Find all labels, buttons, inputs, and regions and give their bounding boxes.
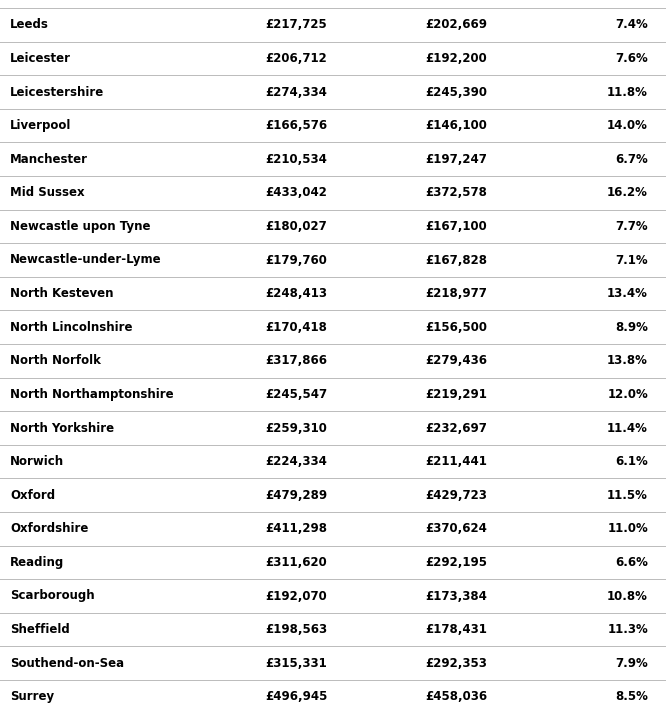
Text: £411,298: £411,298	[265, 523, 327, 535]
Text: £173,384: £173,384	[425, 590, 487, 602]
Text: £180,027: £180,027	[265, 220, 327, 233]
Text: £433,042: £433,042	[265, 187, 327, 199]
Text: 7.7%: 7.7%	[615, 220, 648, 233]
Text: £146,100: £146,100	[425, 119, 487, 132]
Text: £217,725: £217,725	[265, 19, 327, 31]
Text: £167,100: £167,100	[425, 220, 487, 233]
Text: £279,436: £279,436	[425, 355, 487, 367]
Text: £496,945: £496,945	[265, 691, 328, 703]
Text: Mid Sussex: Mid Sussex	[10, 187, 85, 199]
Text: 14.0%: 14.0%	[607, 119, 648, 132]
Text: Oxford: Oxford	[10, 488, 55, 502]
Text: 11.3%: 11.3%	[607, 623, 648, 636]
Text: 6.6%: 6.6%	[615, 556, 648, 569]
Text: North Yorkshire: North Yorkshire	[10, 422, 114, 434]
Text: Southend-on-Sea: Southend-on-Sea	[10, 656, 124, 670]
Text: 11.4%: 11.4%	[607, 422, 648, 434]
Text: 11.0%: 11.0%	[607, 523, 648, 535]
Text: 7.1%: 7.1%	[615, 253, 648, 266]
Text: Manchester: Manchester	[10, 152, 88, 166]
Text: 6.7%: 6.7%	[615, 152, 648, 166]
Text: £292,353: £292,353	[425, 656, 487, 670]
Text: 7.4%: 7.4%	[615, 19, 648, 31]
Text: £179,760: £179,760	[265, 253, 327, 266]
Text: £197,247: £197,247	[425, 152, 487, 166]
Text: Surrey: Surrey	[10, 691, 54, 703]
Text: £372,578: £372,578	[425, 187, 487, 199]
Text: North Norfolk: North Norfolk	[10, 355, 101, 367]
Text: £156,500: £156,500	[425, 320, 487, 334]
Text: 11.5%: 11.5%	[607, 488, 648, 502]
Text: 13.8%: 13.8%	[607, 355, 648, 367]
Text: £245,390: £245,390	[425, 85, 487, 98]
Text: £210,534: £210,534	[265, 152, 327, 166]
Text: £192,070: £192,070	[265, 590, 327, 602]
Text: North Northamptonshire: North Northamptonshire	[10, 388, 174, 401]
Text: £192,200: £192,200	[425, 52, 487, 65]
Text: 12.0%: 12.0%	[607, 388, 648, 401]
Text: 8.9%: 8.9%	[615, 320, 648, 334]
Text: £218,977: £218,977	[425, 287, 487, 300]
Text: 16.2%: 16.2%	[607, 187, 648, 199]
Text: £292,195: £292,195	[425, 556, 487, 569]
Text: Oxfordshire: Oxfordshire	[10, 523, 89, 535]
Text: Reading: Reading	[10, 556, 64, 569]
Text: £211,441: £211,441	[425, 455, 487, 468]
Text: £170,418: £170,418	[265, 320, 327, 334]
Text: £245,547: £245,547	[265, 388, 327, 401]
Text: £259,310: £259,310	[265, 422, 327, 434]
Text: £224,334: £224,334	[265, 455, 327, 468]
Text: Leeds: Leeds	[10, 19, 49, 31]
Text: 13.4%: 13.4%	[607, 287, 648, 300]
Text: £167,828: £167,828	[425, 253, 487, 266]
Text: Leicester: Leicester	[10, 52, 71, 65]
Text: 6.1%: 6.1%	[615, 455, 648, 468]
Text: Sheffield: Sheffield	[10, 623, 70, 636]
Text: £370,624: £370,624	[425, 523, 487, 535]
Text: £458,036: £458,036	[425, 691, 487, 703]
Text: £311,620: £311,620	[265, 556, 327, 569]
Text: 7.6%: 7.6%	[615, 52, 648, 65]
Text: 7.9%: 7.9%	[615, 656, 648, 670]
Text: Leicestershire: Leicestershire	[10, 85, 105, 98]
Text: £166,576: £166,576	[265, 119, 327, 132]
Text: £315,331: £315,331	[265, 656, 327, 670]
Text: £206,712: £206,712	[265, 52, 327, 65]
Text: £178,431: £178,431	[425, 623, 487, 636]
Text: £219,291: £219,291	[425, 388, 487, 401]
Text: Norwich: Norwich	[10, 455, 64, 468]
Text: 11.8%: 11.8%	[607, 85, 648, 98]
Text: North Lincolnshire: North Lincolnshire	[10, 320, 133, 334]
Text: Liverpool: Liverpool	[10, 119, 71, 132]
Text: 10.8%: 10.8%	[607, 590, 648, 602]
Text: £429,723: £429,723	[425, 488, 487, 502]
Text: £274,334: £274,334	[265, 85, 327, 98]
Text: Scarborough: Scarborough	[10, 590, 95, 602]
Text: Newcastle-under-Lyme: Newcastle-under-Lyme	[10, 253, 162, 266]
Text: £232,697: £232,697	[425, 422, 487, 434]
Text: Newcastle upon Tyne: Newcastle upon Tyne	[10, 220, 151, 233]
Text: North Kesteven: North Kesteven	[10, 287, 113, 300]
Text: £248,413: £248,413	[265, 287, 327, 300]
Text: £198,563: £198,563	[265, 623, 327, 636]
Text: £202,669: £202,669	[425, 19, 487, 31]
Text: 8.5%: 8.5%	[615, 691, 648, 703]
Text: £317,866: £317,866	[265, 355, 327, 367]
Text: £479,289: £479,289	[265, 488, 327, 502]
